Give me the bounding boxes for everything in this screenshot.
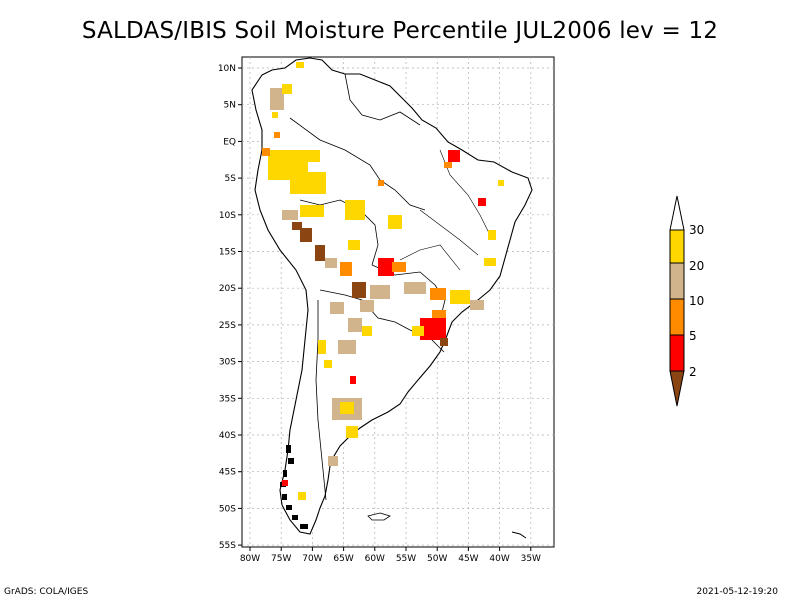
legend-bin-30 <box>669 229 685 264</box>
footer-credit: GrADS: COLA/IGES <box>4 587 89 597</box>
lon-tick-label: 80W <box>240 554 260 564</box>
lat-tick-label: 25S <box>219 321 236 331</box>
legend-bin-10 <box>669 298 685 336</box>
lon-tick-label: 35W <box>521 554 541 564</box>
lon-tick-label: 45W <box>458 554 478 564</box>
legend-bin-5 <box>669 334 685 372</box>
legend-label-5: 5 <box>689 329 697 343</box>
legend-top-arrow <box>669 195 685 231</box>
legend-bin-20 <box>669 262 685 300</box>
lat-tick-label: 20S <box>219 284 236 294</box>
lon-tick-label: 65W <box>333 554 353 564</box>
lon-tick-label: 40W <box>489 554 509 564</box>
lon-tick-label: 70W <box>302 554 322 564</box>
percentile-legend: 30 20 10 5 2 <box>669 195 704 407</box>
lat-tick-label: 10S <box>219 211 236 221</box>
lat-tick-label: 15S <box>219 248 236 258</box>
lon-tick-label: 75W <box>271 554 291 564</box>
lat-tick-label: 50S <box>219 504 236 514</box>
longitude-axis: 80W 75W 70W 65W 60W 55W 50W 45W 40W 35W <box>240 547 541 564</box>
lat-tick-label: 55S <box>219 541 236 551</box>
lon-tick-label: 55W <box>396 554 416 564</box>
lat-tick-label: 45S <box>219 468 236 478</box>
lat-tick-label: 40S <box>219 431 236 441</box>
legend-label-10: 10 <box>689 294 704 308</box>
footer-timestamp: 2021-05-12-19:20 <box>696 587 779 597</box>
lat-tick-label: 5S <box>225 174 237 184</box>
lat-tick-label: 5N <box>224 101 236 111</box>
latitude-axis: 10N 5N EQ 5S 10S 15S 20S 25S 30S 35S 40S 45S 50S 55S <box>218 64 242 551</box>
map-title: SALDAS/IBIS Soil Moisture Percentile JUL… <box>81 18 719 44</box>
legend-bottom-arrow <box>669 370 685 407</box>
legend-label-20: 20 <box>689 259 704 273</box>
percentile-patches <box>262 62 504 500</box>
lon-tick-label: 60W <box>365 554 385 564</box>
legend-label-30: 30 <box>689 223 704 237</box>
lat-tick-label: 35S <box>219 394 236 404</box>
legend-label-2: 2 <box>689 365 697 379</box>
lon-tick-label: 50W <box>427 554 447 564</box>
lat-tick-label: 10N <box>218 64 236 74</box>
lat-tick-label: EQ <box>223 137 236 147</box>
lat-tick-label: 30S <box>219 358 236 368</box>
